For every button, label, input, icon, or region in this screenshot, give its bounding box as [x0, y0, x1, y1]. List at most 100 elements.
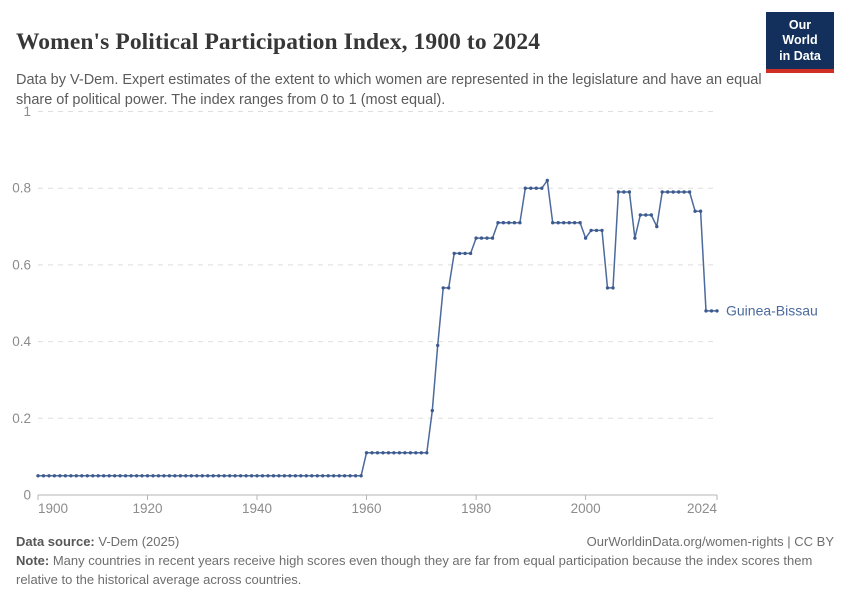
owid-logo-stripe [766, 68, 834, 73]
data-point [129, 474, 133, 478]
data-point [337, 474, 341, 478]
x-tick-label: 1980 [461, 501, 491, 516]
data-point [332, 474, 336, 478]
data-point [715, 309, 719, 313]
data-source: Data source: V-Dem (2025) [16, 534, 179, 549]
data-point [523, 186, 527, 190]
note-label: Note: [16, 553, 50, 568]
data-point [211, 474, 215, 478]
data-point [556, 221, 560, 225]
data-point [501, 221, 506, 225]
x-tick-label: 1960 [351, 501, 381, 516]
data-point [260, 474, 265, 478]
owid-logo-line1: Our World [782, 18, 818, 48]
data-point [644, 213, 648, 217]
data-point [206, 474, 210, 478]
data-point [512, 221, 517, 225]
data-point [474, 236, 478, 240]
data-point [293, 474, 298, 478]
data-point [638, 213, 642, 217]
data-point [616, 190, 621, 194]
data-point [709, 309, 714, 313]
data-point [567, 221, 571, 225]
x-tick-label: 1940 [242, 501, 272, 516]
chart-subtitle: Data by V-Dem. Expert estimates of the e… [16, 71, 762, 109]
data-point [321, 474, 325, 478]
data-point [479, 236, 484, 240]
data-point [145, 474, 150, 478]
data-point [299, 474, 303, 478]
data-point [282, 474, 287, 478]
data-point [222, 474, 226, 478]
data-point [551, 221, 555, 225]
data-point [359, 474, 363, 478]
data-point [288, 474, 292, 478]
data-point [441, 286, 445, 290]
x-tick-label: 2024 [687, 501, 718, 516]
data-point [63, 474, 68, 478]
data-source-value: V-Dem (2025) [94, 534, 180, 549]
data-point [529, 186, 533, 190]
owid-url-link[interactable]: OurWorldinData.org/women-rights | CC BY [586, 534, 834, 549]
data-point [671, 190, 675, 194]
data-point [463, 251, 467, 256]
owid-logo: Our World in Data [766, 12, 834, 73]
data-point [392, 451, 396, 455]
data-point [178, 474, 183, 478]
x-tick-label: 2000 [571, 501, 601, 516]
data-point [622, 190, 626, 194]
data-point [655, 224, 659, 229]
data-point [545, 178, 549, 183]
data-point [118, 474, 122, 478]
data-point [403, 451, 407, 455]
y-tick-label: 0.8 [12, 181, 31, 196]
data-point [36, 474, 40, 478]
data-point [633, 236, 637, 240]
data-point [578, 221, 582, 225]
y-tick-label: 1 [23, 104, 31, 119]
data-point [704, 309, 708, 313]
data-point [200, 474, 204, 478]
data-point [375, 451, 380, 455]
data-point [370, 451, 374, 455]
data-point [113, 474, 117, 478]
note-text: Many countries in recent years receive h… [16, 553, 813, 587]
data-point [447, 286, 451, 290]
data-point [677, 190, 681, 194]
data-point [189, 474, 193, 478]
data-point [315, 474, 319, 478]
data-point [594, 228, 599, 233]
data-point [91, 474, 95, 478]
data-point [693, 209, 697, 213]
data-point [364, 451, 369, 455]
data-point [660, 190, 664, 194]
data-point [468, 251, 473, 256]
data-point [167, 474, 172, 478]
data-point [162, 474, 166, 478]
data-point [41, 474, 46, 478]
data-point [277, 474, 281, 478]
data-point [600, 228, 604, 233]
data-point [397, 451, 402, 455]
data-point [386, 451, 391, 455]
data-point [58, 474, 62, 478]
data-point [195, 474, 199, 478]
data-point [682, 190, 686, 194]
data-point [611, 286, 615, 290]
data-point [381, 451, 385, 455]
guinea-bissau-line [38, 179, 717, 477]
data-point [151, 474, 155, 478]
data-point [562, 221, 566, 225]
data-point [266, 474, 270, 478]
data-point [80, 474, 84, 478]
data-point [238, 474, 243, 478]
data-point [425, 451, 429, 455]
y-tick-label: 0.6 [12, 257, 31, 272]
data-point [457, 251, 462, 256]
y-tick-label: 0.4 [12, 334, 31, 349]
owid-logo-line2: in Data [779, 48, 821, 63]
data-point [217, 474, 221, 478]
data-point [540, 186, 544, 190]
data-point [271, 474, 276, 478]
data-point [310, 474, 314, 478]
